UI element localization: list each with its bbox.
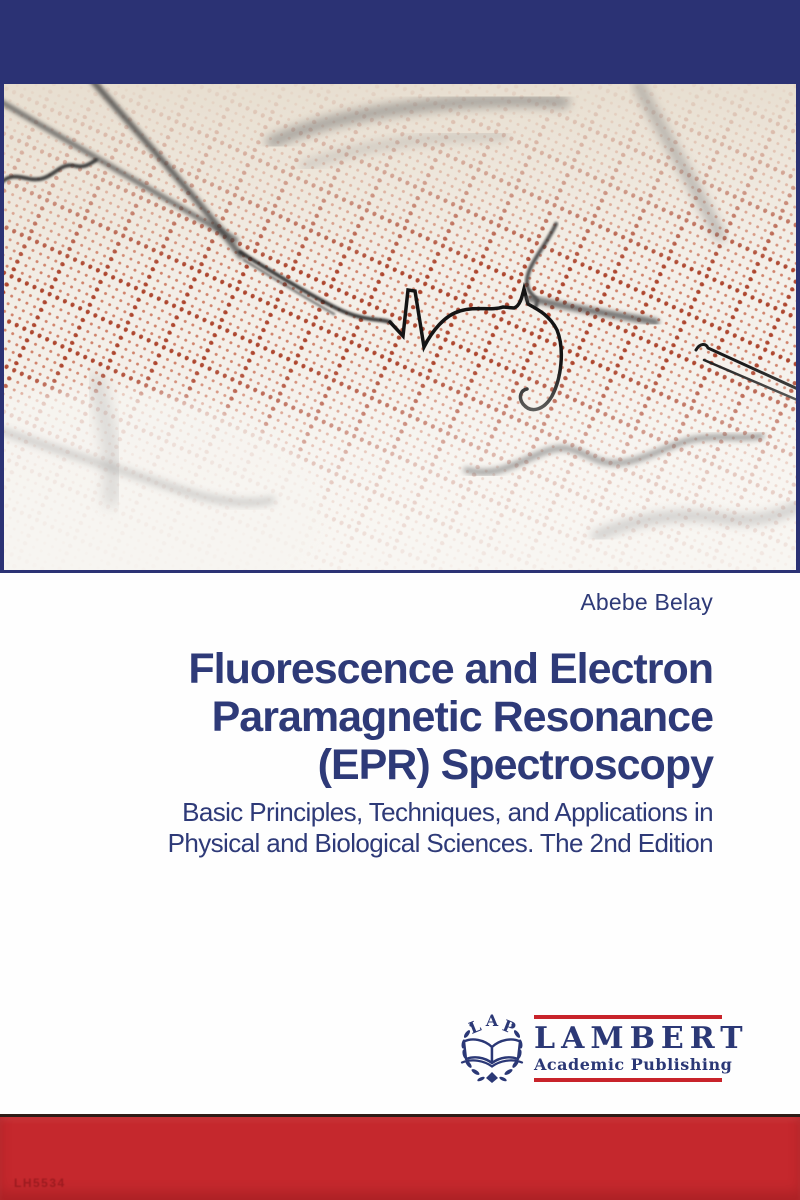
publisher-emblem-icon: L A P — [460, 1011, 524, 1083]
open-book-icon — [460, 1038, 524, 1068]
title-line-1: Fluorescence and Electron — [188, 645, 714, 693]
logo-red-bar-bottom — [534, 1077, 722, 1082]
watermark-code: LH5534 — [14, 1176, 66, 1190]
title-line-2: Paramagnetic Resonance — [211, 693, 714, 741]
publisher-name: LAMBERT — [534, 1020, 749, 1056]
ecg-paper-photo — [4, 84, 796, 570]
cover-photo-frame — [0, 84, 800, 573]
author-name: Abebe Belay — [580, 589, 713, 615]
top-banner — [0, 0, 800, 84]
publisher-logo: L A P LAMBERT Academic Publishing — [455, 1006, 749, 1090]
title-line-3: (EPR) Spectroscopy — [317, 741, 714, 789]
logo-red-bar-top — [534, 1014, 722, 1019]
publisher-monogram: L A P — [466, 1011, 518, 1038]
book-title: Fluorescence and Electron Paramagnetic R… — [188, 645, 714, 789]
bottom-red-band: LH5534 — [0, 1117, 800, 1200]
book-subtitle: Basic Principles, Techniques, and Applic… — [167, 797, 714, 859]
publisher-wordmark: LAMBERT Academic Publishing — [534, 1014, 749, 1082]
svg-text:A: A — [485, 1011, 499, 1030]
subtitle-line-2: Physical and Biological Sciences. The 2n… — [167, 828, 714, 858]
publisher-tagline: Academic Publishing — [534, 1054, 733, 1074]
cover-text-area: Abebe Belay Fluorescence and Electron Pa… — [0, 573, 800, 1114]
bottom-divider-line — [0, 1114, 800, 1117]
subtitle-line-1: Basic Principles, Techniques, and Applic… — [182, 797, 714, 827]
